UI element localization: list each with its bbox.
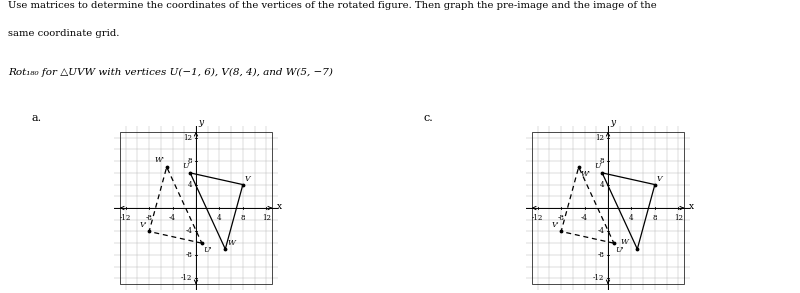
Text: -12: -12 — [593, 274, 605, 282]
Text: V: V — [657, 175, 662, 183]
Text: U: U — [182, 162, 188, 170]
Text: -4: -4 — [598, 227, 605, 236]
Text: 4: 4 — [188, 180, 193, 189]
Text: U': U' — [204, 246, 212, 254]
Text: V: V — [245, 175, 250, 183]
Text: -8: -8 — [146, 214, 153, 222]
Text: y: y — [198, 118, 203, 127]
Text: -12: -12 — [181, 274, 193, 282]
Text: W: W — [227, 239, 235, 247]
Text: y: y — [610, 118, 615, 127]
Text: 4: 4 — [217, 214, 222, 222]
Text: 4: 4 — [600, 180, 605, 189]
Text: U': U' — [616, 246, 624, 254]
Text: -4: -4 — [186, 227, 193, 236]
Text: 8: 8 — [600, 157, 605, 165]
Text: -8: -8 — [598, 251, 605, 259]
Text: -12: -12 — [532, 214, 543, 222]
Text: W': W' — [155, 156, 165, 164]
Text: V': V' — [140, 221, 147, 229]
Text: 12: 12 — [674, 214, 683, 222]
Text: W: W — [621, 238, 629, 246]
Text: same coordinate grid.: same coordinate grid. — [8, 29, 119, 38]
Text: 4: 4 — [629, 214, 634, 222]
Text: -8: -8 — [186, 251, 193, 259]
Text: U: U — [594, 162, 600, 170]
Text: -4: -4 — [581, 214, 588, 222]
Text: c.: c. — [424, 113, 434, 123]
Text: V': V' — [552, 221, 559, 229]
Text: 12: 12 — [262, 214, 271, 222]
Text: -8: -8 — [558, 214, 565, 222]
Text: a.: a. — [32, 113, 42, 123]
Text: 8: 8 — [653, 214, 657, 222]
Text: x: x — [689, 202, 694, 211]
Text: -4: -4 — [169, 214, 176, 222]
Text: Use matrices to determine the coordinates of the vertices of the rotated figure.: Use matrices to determine the coordinate… — [8, 1, 657, 11]
Text: 12: 12 — [595, 134, 605, 142]
Text: 12: 12 — [183, 134, 193, 142]
Text: 8: 8 — [241, 214, 245, 222]
Text: x: x — [277, 202, 282, 211]
Text: 8: 8 — [188, 157, 193, 165]
Text: -12: -12 — [120, 214, 131, 222]
Text: W': W' — [581, 170, 590, 178]
Text: Rot₁₈₀ for △UVW with vertices U(−1, 6), V(8, 4), and W(5, −7): Rot₁₈₀ for △UVW with vertices U(−1, 6), … — [8, 67, 333, 76]
